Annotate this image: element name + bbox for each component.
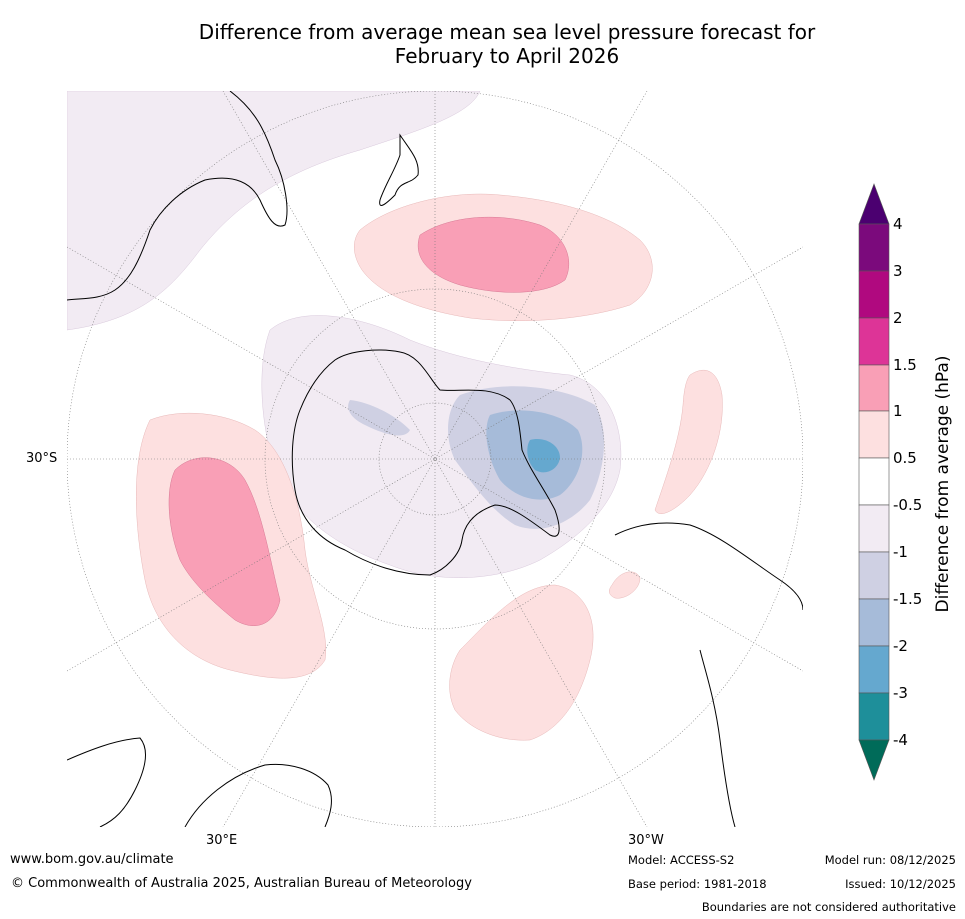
colorbar-title: Difference from average (hPa) (933, 355, 953, 613)
colorbar-tick-label: -0.5 (893, 496, 923, 514)
anomaly-falkland-positive (609, 571, 641, 599)
footer-model-run: Model run: 08/12/2025 (824, 853, 956, 867)
anomaly-atlantic-positive (449, 584, 594, 741)
anomaly-ross-low (348, 400, 410, 436)
australia-coastline (67, 91, 288, 301)
colorbar-swatch-2-to-3 (858, 270, 890, 319)
colorbar-swatch-above-4 (858, 183, 890, 225)
colorbar-swatch-3-to-4 (858, 223, 890, 272)
anomaly-pacific-strong (417, 216, 570, 293)
colorbar-swatch-minus-2-to-3 (858, 645, 890, 694)
footer-base-period: Base period: 1981-2018 (628, 877, 767, 891)
south-america-coastline (614, 522, 803, 827)
colorbar-swatch-1.5-to-2 (858, 317, 890, 366)
lat-label-30s: 30°S (26, 451, 58, 466)
colorbar (858, 183, 890, 781)
footer-issued: Issued: 10/12/2025 (845, 877, 956, 891)
footer-url: www.bom.gov.au/climate (10, 852, 174, 867)
colorbar-tick-label: 1 (893, 402, 903, 420)
footer-copyright: © Commonwealth of Australia 2025, Austra… (11, 876, 472, 891)
colorbar-tick-label: 2 (893, 309, 903, 327)
anomaly-weddell-low-3 (527, 439, 560, 473)
lon-label-30w: 30°W (628, 833, 664, 848)
colorbar-tick-label: 0.5 (893, 449, 917, 467)
colorbar-swatch-neutral (858, 457, 890, 506)
footer-model: Model: ACCESS-S2 (628, 853, 735, 867)
colorbar-tick-label: 1.5 (893, 356, 917, 374)
lon-label-30e: 30°E (206, 833, 238, 848)
colorbar-tick-label: -1 (893, 543, 908, 561)
colorbar-swatch-below-minus-4 (858, 739, 890, 781)
colorbar-swatch-minus-0.5-to-1 (858, 504, 890, 553)
colorbar-swatch-1-to-1.5 (858, 364, 890, 412)
colorbar-tick-label: 4 (893, 215, 903, 233)
graticule (67, 91, 803, 827)
colorbar-tick-label: -1.5 (893, 590, 923, 608)
colorbar-tick-label: -2 (893, 637, 908, 655)
colorbar-swatch-0.5-to-1 (858, 410, 890, 459)
footer-disclaimer: Boundaries are not considered authoritat… (701, 900, 956, 914)
colorbar-tick-label: -3 (893, 684, 908, 702)
anomaly-indian-strong (168, 457, 281, 626)
chart-title: Difference from average mean sea level p… (0, 20, 965, 68)
colorbar-swatch-minus-3-to-4 (858, 692, 890, 741)
colorbar-tick-label: -4 (893, 731, 908, 749)
title-line-2: February to April 2026 (394, 44, 620, 68)
colorbar-swatch-minus-1.5-to-2 (858, 598, 890, 647)
africa-coastline (67, 737, 332, 827)
anomaly-australia-negative (67, 91, 481, 331)
colorbar-tick-label: 3 (893, 262, 903, 280)
new-zealand-coastline (379, 133, 419, 206)
colorbar-swatch-minus-1-to-1.5 (858, 551, 890, 600)
antarctica-coastline (291, 349, 560, 576)
title-line-1: Difference from average mean sea level p… (198, 20, 816, 44)
anomaly-atlantic-tongue (654, 370, 723, 514)
